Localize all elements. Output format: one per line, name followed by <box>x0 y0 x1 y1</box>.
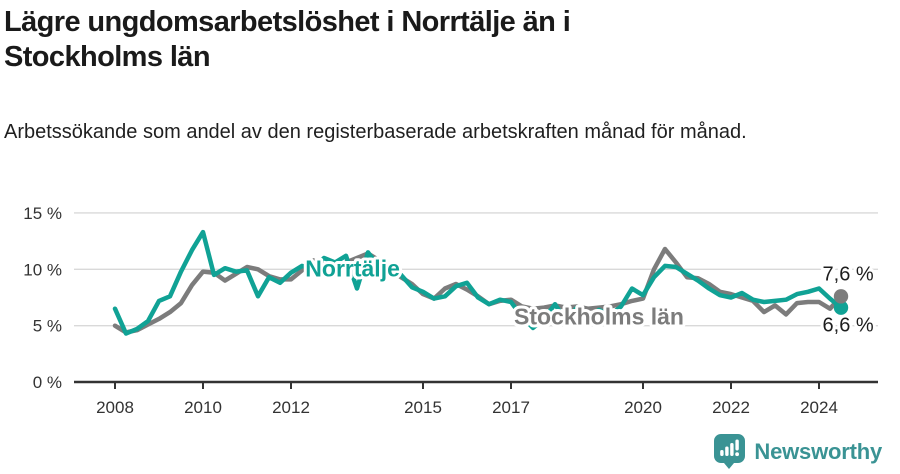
y-tick-label: 0 % <box>33 373 62 392</box>
y-tick-label: 5 % <box>33 317 62 336</box>
end-value-label: 6,6 % <box>823 314 874 336</box>
series-line-stockholms-l-n <box>112 246 844 335</box>
newsworthy-logo-icon <box>714 434 746 469</box>
chart-subtitle: Arbetssökande som andel av den registerb… <box>4 121 747 143</box>
x-tick-label: 2017 <box>492 398 530 417</box>
exclamation-dot <box>735 452 740 457</box>
series-label-norrt-lje: Norrtälje <box>305 256 400 282</box>
series-line-norrt-lje <box>112 229 844 336</box>
line-chart: 15 % 10 % 5 % 0 % 2008 2010 2012 2015 2017 2020 20… <box>0 192 900 427</box>
x-tick-label: 2012 <box>272 398 310 417</box>
x-tick-label: 2024 <box>800 398 838 417</box>
brand-name: Newsworthy <box>754 438 882 464</box>
newsworthy-brand: Newsworthy <box>713 434 882 469</box>
bar-chart-bar <box>730 443 735 456</box>
y-tick-label: 15 % <box>23 204 62 223</box>
series-label-stockholms-l-n: Stockholms län <box>514 304 684 330</box>
x-tick-label: 2010 <box>184 398 222 417</box>
bar-chart-bar <box>725 446 730 456</box>
y-tick-label: 10 % <box>23 260 62 279</box>
exclamation-bar <box>735 439 740 451</box>
page-title: Lägre ungdomsarbetslöshet i Norrtälje än… <box>4 6 571 74</box>
end-dot-norrt-lje <box>833 300 849 315</box>
unemployment-line-chart-svg: 15 % 10 % 5 % 0 % 2008 2010 2012 2015 2017 2020 20… <box>23 204 878 417</box>
bar-chart-bar <box>720 450 725 456</box>
x-tick-label: 2015 <box>404 398 442 417</box>
x-tick-label: 2020 <box>624 398 662 417</box>
speech-bubble-shape <box>714 434 746 469</box>
end-value-label: 7,6 % <box>823 264 874 286</box>
x-tick-label: 2022 <box>712 398 750 417</box>
x-tick-label: 2008 <box>96 398 134 417</box>
end-dot-stockholms-l-n <box>833 289 849 304</box>
